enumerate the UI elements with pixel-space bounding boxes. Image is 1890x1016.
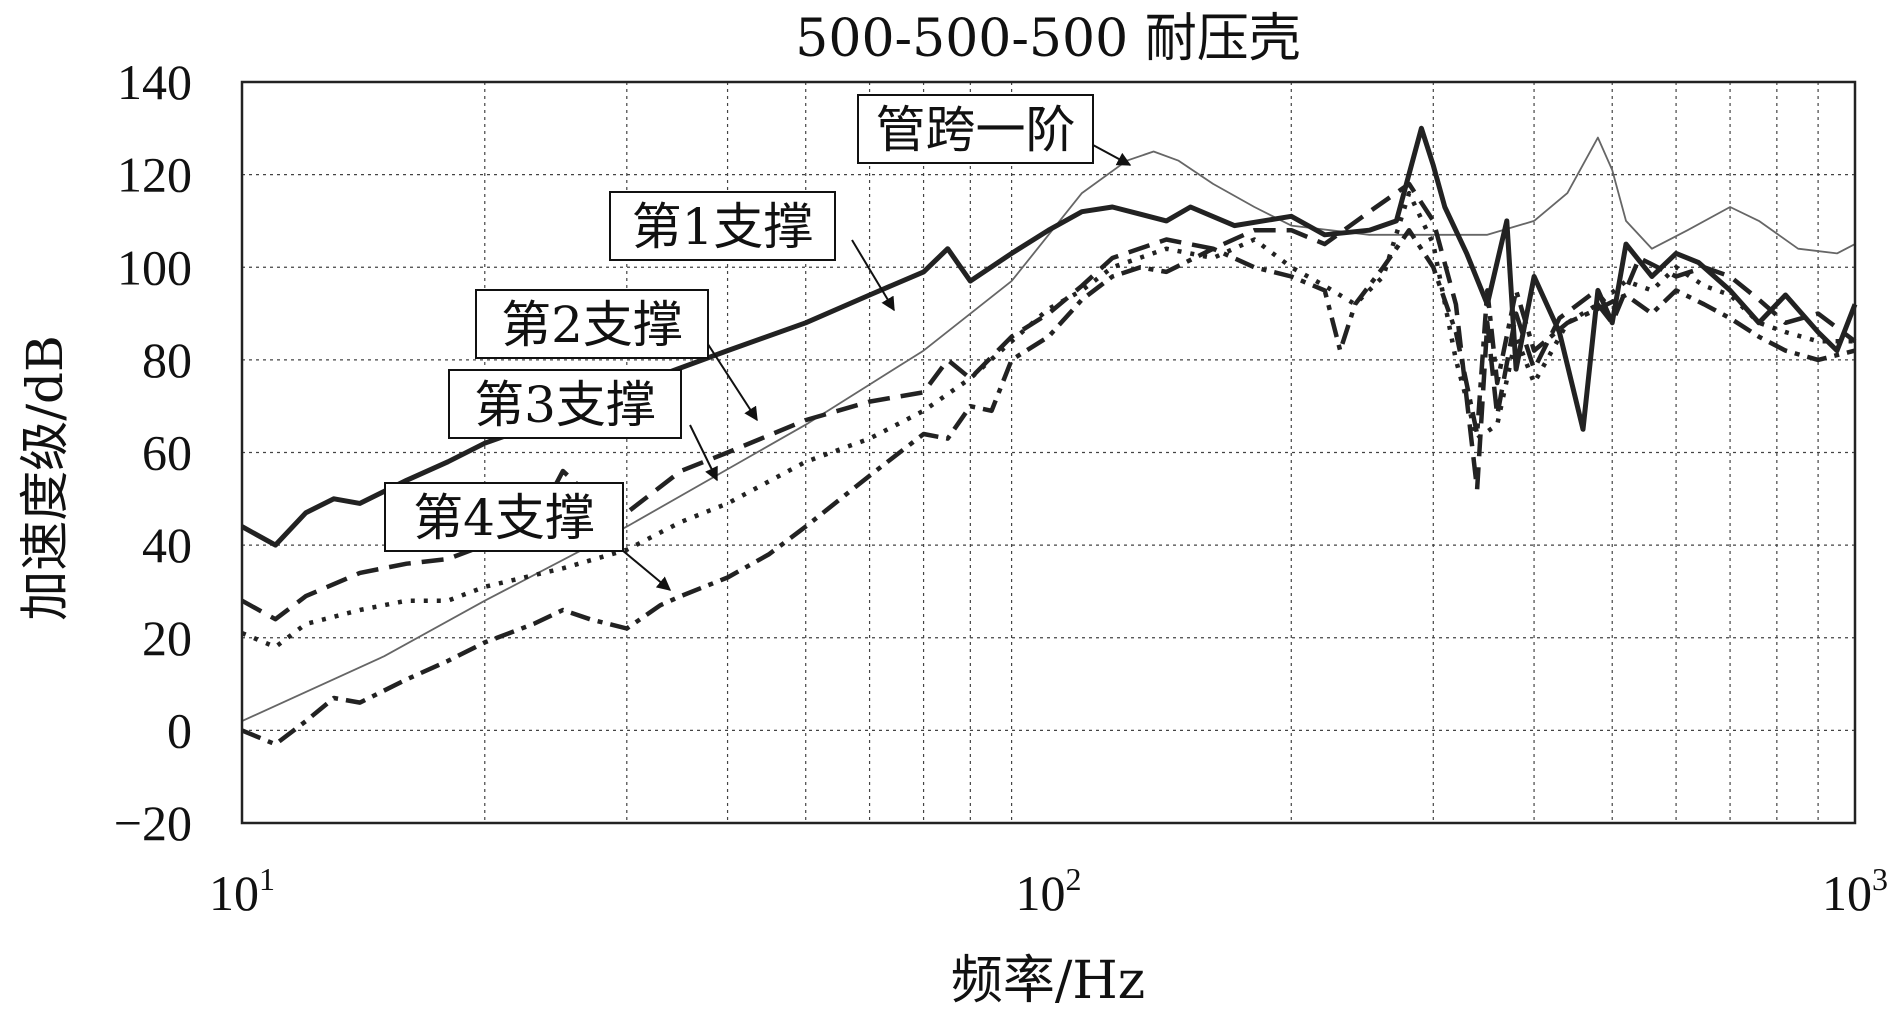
annotation-box	[609, 191, 836, 261]
y-tick-label: 60	[142, 425, 192, 481]
y-tick-label: 40	[142, 517, 192, 573]
annotation-label: 管跨一阶	[876, 101, 1076, 159]
annotation-label: 第1支撑	[632, 198, 814, 256]
x-tick-labels: 101 102 103	[209, 861, 1888, 921]
series-line-5	[241, 227, 1856, 747]
annotation-box	[857, 94, 1094, 164]
y-tick-labels: −20 0 20 40 60 80 100 120 140	[114, 54, 192, 851]
annotation-box	[384, 482, 624, 552]
y-axis-label: 加速度级/dB	[16, 335, 74, 621]
x-tick-label: 103	[1822, 861, 1888, 921]
grid	[242, 82, 1855, 823]
annotation-5: 第4支撑	[384, 482, 672, 591]
annotation-box	[448, 369, 682, 439]
y-tick-label: 140	[117, 54, 192, 110]
series-line-1	[241, 136, 1856, 722]
annotation-label: 第3支撑	[474, 376, 656, 434]
series-line-4	[241, 190, 1855, 650]
annotation-arrow	[689, 424, 718, 482]
annotation-3: 第2支撑	[475, 289, 758, 422]
x-tick-label: 101	[209, 861, 275, 921]
annotation-arrow	[1092, 144, 1132, 166]
x-axis-label: 频率/Hz	[951, 951, 1145, 1011]
annotation-arrow	[701, 334, 758, 422]
annotation-label: 第2支撑	[501, 296, 683, 354]
y-tick-label: 120	[117, 147, 192, 203]
y-tick-label: 100	[117, 239, 192, 295]
y-tick-label: 20	[142, 610, 192, 666]
annotation-2: 第1支撑	[609, 191, 895, 312]
chart-title: 500-500-500 耐压壳	[795, 9, 1300, 69]
annotation-arrow	[851, 239, 895, 312]
plot-frame	[240, 80, 1857, 825]
annotation-1: 管跨一阶	[857, 94, 1132, 166]
annotation-box	[475, 289, 709, 359]
annotation-4: 第3支撑	[448, 369, 718, 482]
x-tick-label: 102	[1016, 861, 1082, 921]
annotation-label: 第4支撑	[413, 489, 595, 547]
y-tick-label: −20	[114, 795, 192, 851]
annotation-arrow	[621, 549, 672, 591]
y-tick-label: 80	[142, 332, 192, 388]
y-tick-label: 0	[167, 702, 192, 758]
